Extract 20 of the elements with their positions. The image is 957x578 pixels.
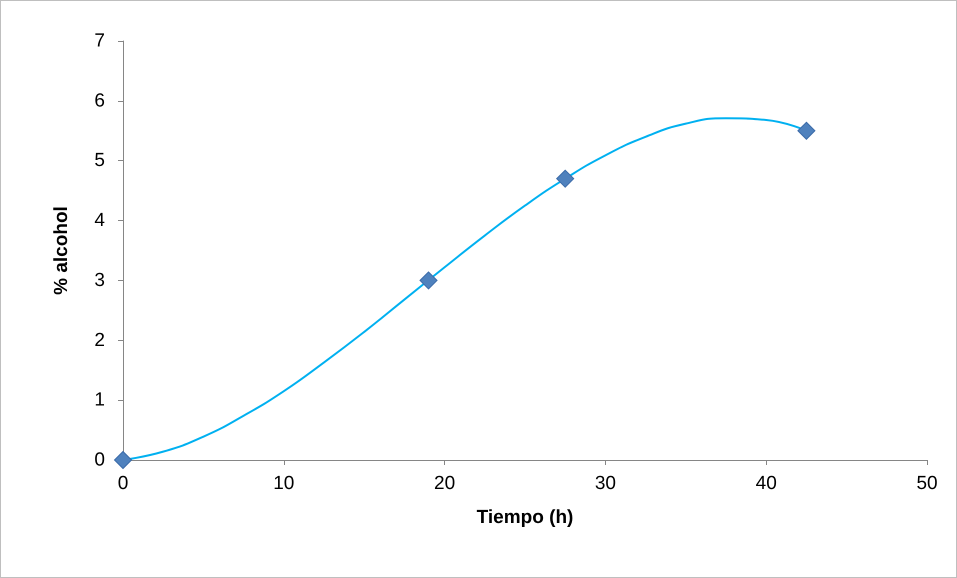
x-tick-label: 0 bbox=[118, 473, 128, 494]
point bbox=[114, 451, 132, 469]
x-axis-title: Tiempo (h) bbox=[476, 507, 574, 528]
y-tick-label: 2 bbox=[94, 330, 105, 351]
x-tick-label: 50 bbox=[916, 473, 938, 494]
point bbox=[420, 271, 438, 290]
y-tick-label: 3 bbox=[94, 270, 105, 291]
x-tick-label: 10 bbox=[273, 473, 294, 494]
y-tick-label: 6 bbox=[94, 90, 105, 112]
y-tick-label: 0 bbox=[94, 450, 105, 470]
point bbox=[556, 170, 574, 188]
y-axis-title: % alcohol bbox=[51, 206, 72, 295]
y-tick-label: 4 bbox=[94, 210, 106, 232]
x-tick-label: 30 bbox=[594, 473, 616, 494]
point bbox=[797, 122, 816, 140]
x-tick-label: 40 bbox=[756, 473, 777, 494]
y-tick-label: 5 bbox=[94, 150, 105, 172]
y-tick-label: 1 bbox=[94, 390, 105, 411]
y-tick-label: 7 bbox=[94, 30, 105, 52]
x-tick-label: 20 bbox=[434, 473, 456, 494]
